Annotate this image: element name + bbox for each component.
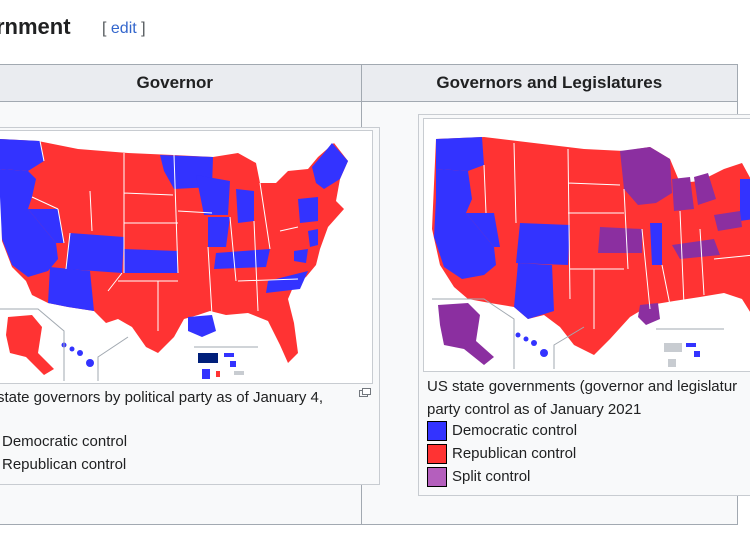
header-governor: Governor xyxy=(0,64,362,102)
legend-swatch xyxy=(427,467,447,487)
governor-caption: state governors by political party as of… xyxy=(0,389,324,429)
hawaii xyxy=(515,332,548,357)
split-states xyxy=(620,147,672,205)
header-governors-legislatures: Governors and Legislatures xyxy=(360,64,739,102)
legend-item: Republican control xyxy=(2,455,127,473)
legend-item: Democratic control xyxy=(2,432,128,450)
alaska xyxy=(438,303,494,365)
enlarge-icon[interactable] xyxy=(359,388,371,397)
legend-item: Split control xyxy=(427,467,530,487)
legend-item: Republican control xyxy=(427,444,576,464)
governor-map-thumbnail: state governors by political party as of… xyxy=(0,127,380,485)
alaska xyxy=(6,315,54,375)
territories xyxy=(198,353,244,379)
governor-map-image[interactable] xyxy=(0,130,373,384)
governments-map-thumbnail: US state governments (governor and legis… xyxy=(418,114,750,496)
state-borders xyxy=(31,140,299,331)
state-borders xyxy=(483,142,750,329)
legend-swatch xyxy=(427,444,447,464)
governments-map-image[interactable] xyxy=(423,118,750,372)
governments-map-svg xyxy=(432,137,750,369)
legend-item: Democratic control xyxy=(427,421,577,441)
governments-caption: US state governments (governor and legis… xyxy=(427,378,738,418)
hawaii xyxy=(61,342,94,367)
governor-map-svg xyxy=(0,139,348,381)
legend-swatch xyxy=(427,421,447,441)
edit-section: [ edit ] xyxy=(102,20,146,37)
territories xyxy=(664,343,700,367)
section-title: rnment xyxy=(0,14,71,39)
edit-link[interactable]: edit xyxy=(110,20,137,37)
